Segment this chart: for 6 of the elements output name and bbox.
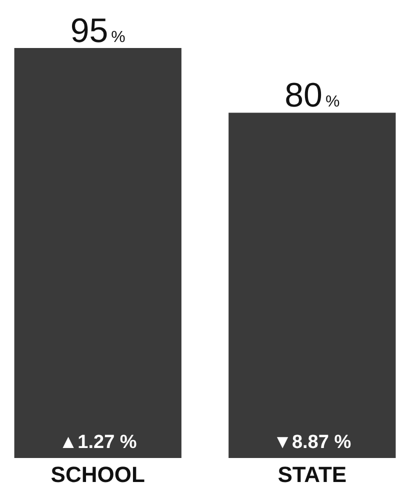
x-tick-label: SCHOOL: [50, 462, 145, 487]
data-label: 80%: [284, 76, 340, 115]
annotation: ▲1.27 %: [58, 432, 137, 453]
annotation: ▼8.87 %: [273, 432, 352, 453]
data-label: 95%: [70, 12, 126, 50]
x-tick-label: STATE: [278, 462, 347, 487]
